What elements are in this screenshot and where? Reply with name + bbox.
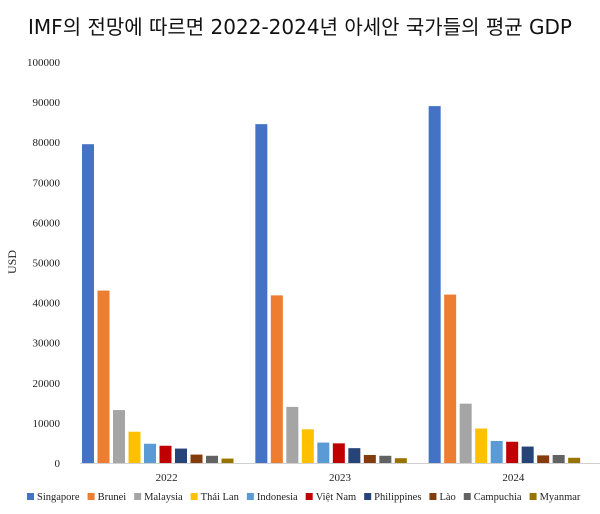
- legend-swatch: [305, 493, 313, 500]
- y-tick-label: 80000: [33, 137, 61, 149]
- bar-việt-nam-2022: [159, 445, 172, 463]
- legend-swatch: [429, 493, 437, 500]
- bar-myanmar-2023: [394, 458, 407, 463]
- y-tick-label: 70000: [33, 177, 61, 189]
- legend-swatch: [529, 493, 537, 500]
- bar-singapore-2024: [428, 106, 441, 464]
- bar-indonesia-2024: [490, 440, 503, 463]
- x-tick-label: 2022: [156, 472, 178, 484]
- bar-philippines-2023: [348, 448, 361, 463]
- legend-label: Indonesia: [257, 492, 298, 503]
- legend-swatch: [246, 493, 254, 500]
- bar-malaysia-2022: [113, 410, 125, 463]
- y-tick-label: 50000: [33, 258, 61, 270]
- bar-myanmar-2024: [568, 457, 581, 463]
- legend-label: Brunei: [98, 492, 127, 503]
- legend-label: Campuchia: [474, 492, 522, 503]
- y-tick-label: 90000: [33, 97, 61, 109]
- y-tick-label: 20000: [33, 378, 61, 390]
- legend: Singapore Brunei Malaysia Thái Lan Indonesia…: [27, 492, 581, 503]
- legend-label: Việt Nam: [316, 492, 356, 503]
- bar-thái-lan-2024: [475, 428, 488, 463]
- bar-thái-lan-2022: [128, 431, 141, 463]
- bar-singapore-2023: [255, 124, 268, 463]
- bar-brunei-2023: [270, 295, 283, 463]
- legend-swatch: [364, 493, 372, 500]
- bar-malaysia-2023: [286, 406, 299, 463]
- bar-brunei-2022: [97, 290, 110, 463]
- bar-việt-nam-2023: [332, 443, 345, 463]
- y-tick-label: 10000: [33, 418, 61, 430]
- chart-title: IMF의 전망에 따르면 2022-2024년 아세안 국가들의 평균 GDP: [28, 15, 572, 39]
- bar-thái-lan-2023: [301, 429, 314, 463]
- legend-label: Thái Lan: [201, 492, 240, 503]
- legend-swatch: [190, 493, 198, 500]
- y-axis-label: USD: [5, 250, 19, 274]
- bar-indonesia-2022: [144, 443, 156, 463]
- legend-swatch: [87, 493, 95, 500]
- bar-myanmar-2022: [221, 458, 234, 463]
- y-tick-label: 0: [55, 458, 61, 470]
- y-tick-label: 100000: [27, 57, 61, 69]
- bar-brunei-2024: [444, 294, 457, 463]
- legend-label: Lào: [439, 492, 455, 503]
- bar-lào-2023: [363, 454, 376, 463]
- bar-malaysia-2024: [459, 403, 472, 463]
- legend-label: Myanmar: [540, 492, 581, 503]
- bar-campuchia-2024: [552, 454, 565, 463]
- bar-singapore-2022: [82, 144, 94, 463]
- legend-swatch: [463, 493, 471, 500]
- bar-campuchia-2022: [206, 455, 218, 463]
- bar-philippines-2022: [175, 448, 187, 463]
- bar-lào-2024: [537, 455, 550, 463]
- plot-area: 0 10000 20000 30000 40000 50000 60000 70000 8000…: [27, 57, 600, 484]
- x-tick-label: 2023: [329, 472, 352, 484]
- y-tick-label: 30000: [33, 338, 61, 350]
- y-tick-label: 40000: [33, 298, 61, 310]
- bar-việt-nam-2024: [506, 441, 519, 463]
- bar-philippines-2024: [521, 446, 534, 463]
- bar-lào-2022: [190, 454, 203, 463]
- bar-campuchia-2023: [379, 455, 392, 463]
- legend-label: Singapore: [37, 492, 80, 503]
- legend-label: Malaysia: [144, 492, 183, 503]
- y-tick-label: 60000: [33, 217, 61, 229]
- legend-swatch: [134, 493, 142, 500]
- bar-indonesia-2023: [317, 442, 330, 463]
- legend-label: Philippines: [374, 492, 421, 503]
- legend-swatch: [27, 493, 34, 500]
- x-tick-label: 2024: [502, 472, 525, 484]
